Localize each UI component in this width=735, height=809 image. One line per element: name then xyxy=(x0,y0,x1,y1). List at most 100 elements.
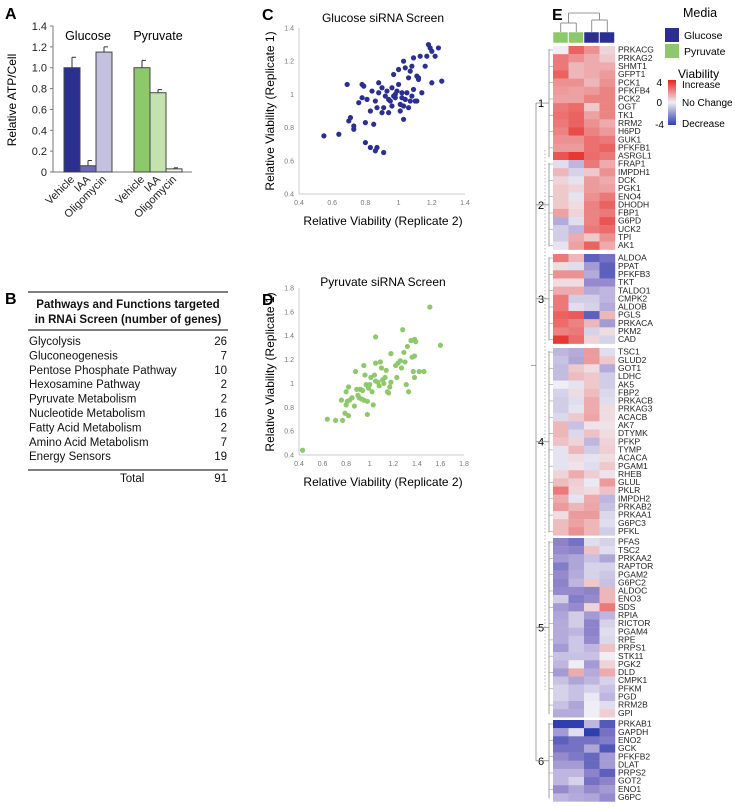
heatmap-cell xyxy=(599,652,616,661)
heatmap-cell xyxy=(599,94,616,104)
heatmap-cell xyxy=(599,570,616,579)
heatmap-cell xyxy=(568,62,585,71)
b-row-value: 7 xyxy=(221,437,227,449)
column-media-bar xyxy=(568,31,584,44)
heatmap-cell xyxy=(553,119,569,128)
heatmap-cell xyxy=(553,302,569,312)
heatmap-cell xyxy=(599,752,616,761)
heatmap-cell xyxy=(553,103,569,112)
c-title: Glucose siRNA Screen xyxy=(322,11,444,25)
heatmap-cell xyxy=(553,437,569,446)
d-xtick-label: 1.4 xyxy=(412,461,422,468)
gene-label: DLD xyxy=(618,667,635,677)
cluster-label: 4 xyxy=(538,437,544,449)
heatmap-cell xyxy=(599,103,616,112)
d-point xyxy=(376,383,382,389)
gene-label: PRKAA1 xyxy=(618,510,652,520)
heatmap-cell xyxy=(568,462,585,471)
heatmap-cell xyxy=(599,635,616,645)
gene-label: PRKAG2 xyxy=(618,53,653,63)
gene-label: SHMT1 xyxy=(618,61,647,71)
heatmap-cell xyxy=(584,752,600,761)
legend-glucose: Glucose xyxy=(684,30,723,42)
heatmap-cell xyxy=(568,78,585,87)
gene-label: RPE xyxy=(618,634,636,644)
c-point xyxy=(372,98,378,104)
panel-c-scatter: Glucose siRNA Screen Relative Viability … xyxy=(263,11,470,228)
heatmap-cell xyxy=(553,494,569,504)
d-point xyxy=(367,382,373,388)
heatmap-cell xyxy=(568,470,585,479)
gene-label: IMPDH1 xyxy=(618,167,650,177)
heatmap-cell xyxy=(599,335,616,344)
gene-label: PFKM xyxy=(618,683,642,693)
d-title: Pyruvate siRNA Screen xyxy=(320,275,445,289)
heatmap-cell xyxy=(599,660,616,669)
d-ytick-label: 1.6 xyxy=(284,309,294,316)
heatmap-cell xyxy=(599,538,616,547)
heatmap-cell xyxy=(553,217,569,226)
gene-label: ALDOA xyxy=(618,253,647,263)
gene-label: ACACA xyxy=(618,453,648,463)
gene-label: PFKFB4 xyxy=(618,85,650,95)
heatmap-cell xyxy=(568,793,585,802)
c-point xyxy=(387,98,393,104)
heatmap-cell xyxy=(553,54,569,63)
heatmap-cell xyxy=(568,546,585,555)
d-point xyxy=(361,362,367,369)
gene-label: RICTOR xyxy=(618,618,650,628)
gene-label: H6PD xyxy=(618,126,641,136)
heatmap-cell xyxy=(599,453,616,463)
cluster-label: 6 xyxy=(538,756,544,768)
heatmap-cell xyxy=(599,511,616,520)
heatmap-cell xyxy=(553,478,569,487)
panel-a-bar-chart: Relative ATP/Cell Glucose Pyruvate 0 0.2 0… xyxy=(5,21,192,221)
heatmap-cell xyxy=(599,627,616,636)
heatmap-cell xyxy=(599,62,616,71)
column-media-bar xyxy=(599,31,615,44)
gene-label: UCK2 xyxy=(618,224,641,234)
c-point xyxy=(402,96,408,102)
heatmap-cell xyxy=(599,736,616,745)
heatmap-cell xyxy=(568,278,585,287)
heatmap-cell xyxy=(568,46,585,55)
heatmap-cell xyxy=(568,744,585,753)
heatmap-cell xyxy=(553,270,569,279)
heatmap-cell xyxy=(553,388,569,398)
heatmap-cell xyxy=(568,527,585,536)
gene-label: LDHC xyxy=(618,371,641,381)
heatmap-cell xyxy=(584,286,600,295)
heatmap-cell xyxy=(568,692,585,702)
heatmap-cell xyxy=(599,46,616,55)
heatmap-cell xyxy=(553,643,569,653)
gene-label: PRPS2 xyxy=(618,768,646,778)
d-point xyxy=(360,387,366,394)
d-point xyxy=(370,402,376,408)
d-ylabel: Relative Viability (Replicate 1) xyxy=(263,292,277,451)
b-row-label: Amino Acid Metabolism xyxy=(29,437,149,449)
gene-label: PRKACB xyxy=(618,396,653,406)
gene-label: ENO2 xyxy=(618,735,641,745)
heatmap-cell xyxy=(568,176,585,185)
heatmap-cell xyxy=(599,286,616,295)
heatmap-cell xyxy=(599,176,616,185)
heatmap-cell xyxy=(568,335,585,344)
cluster-label: 5 xyxy=(538,623,544,635)
c-point xyxy=(336,131,342,137)
c-point xyxy=(356,100,362,106)
c-point xyxy=(400,58,407,64)
heatmap-cell xyxy=(553,233,569,242)
gene-label: DHODH xyxy=(618,199,649,209)
d-point xyxy=(373,360,379,366)
heatmap-cell xyxy=(584,356,600,365)
heatmap-cell xyxy=(584,396,600,406)
heatmap-cell xyxy=(599,562,616,571)
column-media-bar xyxy=(583,31,600,44)
heatmap-cell xyxy=(599,135,616,144)
heatmap-cell xyxy=(568,160,585,169)
d-point xyxy=(385,390,392,396)
heatmap-cell xyxy=(553,94,569,104)
a-ylabel: Relative ATP/Cell xyxy=(5,54,19,146)
heatmap-cell xyxy=(553,396,569,406)
c-point xyxy=(402,65,408,71)
